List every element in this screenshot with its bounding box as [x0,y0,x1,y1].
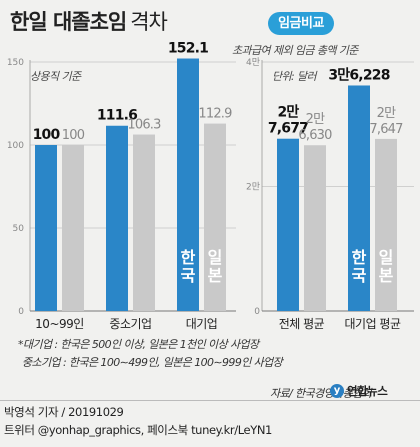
bar-korea [35,145,57,311]
value-label-japan: 2만 [306,112,325,127]
right-basis-note: 초과급여 제외 임금 총액 기준 [232,44,358,57]
in-bar-label-korea: 국 [352,266,367,285]
footnote-large: *대기업 : 한국은 500인 이상, 일본은 1천인 이상 사업장 [18,338,259,351]
category-label: 대기업 [186,317,218,331]
category-label: 10~99인 [35,317,84,331]
bar-korea [277,138,299,311]
value-label-japan: 6,630 [298,128,332,143]
page-title: 한일 대졸초임 격차 [10,6,168,36]
in-bar-label-korea: 한 [181,248,196,267]
divider [0,400,420,401]
left-basis-note: 상용직 기준 [30,70,81,83]
bar-japan [133,134,155,311]
y-tick-label: 0 [254,307,260,317]
y-tick-label: 100 [7,141,24,151]
y-tick-label: 150 [7,58,24,68]
yonhap-logo: y 연합뉴스 [330,383,388,399]
bar-korea [106,125,128,311]
in-bar-label-korea: 한 [352,248,367,267]
value-label-korea: 100 [33,127,61,143]
bar-japan [304,145,326,311]
y-tick-label: 50 [13,224,25,234]
in-bar-label-japan: 일 [379,248,394,267]
category-label: 전체 평균 [279,317,325,331]
author-credit: 박영석 기자 / 20191029 [4,405,124,419]
value-label-korea: 3만6,228 [328,67,389,83]
title-main: 한일 대졸초임 [10,10,127,34]
value-label-korea: 2만 [277,105,299,121]
y-tick-label: 0 [18,307,24,317]
in-bar-label-japan: 일 [208,248,223,267]
in-bar-label-japan: 본 [379,266,394,285]
source-note: 자료/ 한국경영자총협회 [270,387,372,400]
value-label-japan: 7,647 [369,122,403,137]
y-tick-label: 2만 [246,182,260,193]
right-unit-note: 단위: 달러 [272,70,317,83]
logo-text: 연합뉴스 [347,384,388,398]
y-tick-label: 4만 [246,57,260,68]
bar-japan [375,138,397,311]
value-label-japan: 106.3 [127,118,161,133]
value-label-korea: 111.6 [97,108,137,124]
title-suffix: 격차 [130,10,168,34]
category-badge: 임금비교 [268,12,334,35]
bar-japan [204,123,226,311]
value-label-japan: 112.9 [198,107,232,122]
logo-mark-icon: y [330,384,344,398]
in-bar-label-korea: 국 [181,266,196,285]
bar-korea [348,85,370,311]
bar-korea [177,58,199,311]
value-label-korea: 152.1 [168,41,208,57]
in-bar-label-japan: 본 [208,266,223,285]
value-label-japan: 100 [62,128,85,143]
bar-japan [62,145,84,311]
category-label: 대기업 평균 [344,317,400,331]
value-label-japan: 2만 [377,106,396,121]
value-label-korea: 7,677 [268,121,308,137]
social-credit: 트위터 @yonhap_graphics, 페이스북 tuney.kr/LeYN… [4,423,272,437]
category-label: 중소기업 [109,317,151,331]
footnote-sme: 중소기업 : 한국은 100∼499인, 일본은 100∼999인 사업장 [22,356,283,369]
